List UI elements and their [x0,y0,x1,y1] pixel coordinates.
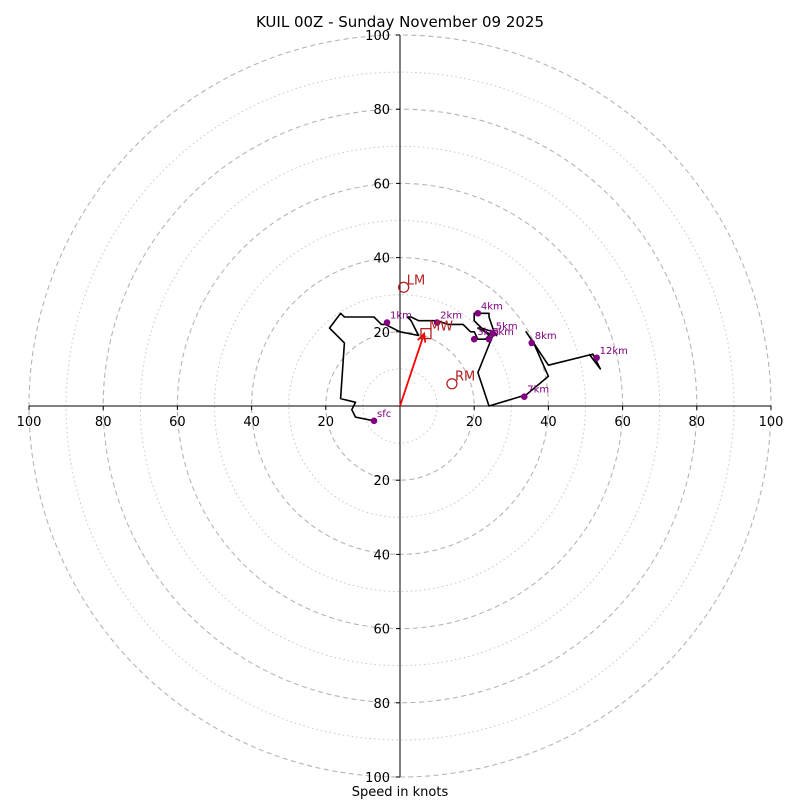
height-point-7km [520,393,528,401]
x-tick-label: 100 [759,415,784,430]
storm-marker-mw [420,328,432,340]
height-point-12km [593,354,600,362]
y-tick-label: 100 [365,771,390,786]
x-tick-label: 60 [169,415,186,430]
height-point-3km [470,335,478,343]
height-point-4km [474,309,482,317]
height-label-1km: 1km [390,311,412,322]
x-tick-label: 20 [466,415,483,430]
height-label-4km: 4km [481,301,503,312]
x-tick-label: 100 [17,415,42,430]
y-tick-label: 20 [373,474,390,489]
y-tick-label: 40 [373,252,390,267]
height-label-7km: 7km [527,385,549,396]
height-point-sfc [370,417,378,425]
storm-marker-rm [446,378,458,390]
y-tick-label: 80 [373,103,390,118]
x-tick-label: 40 [243,415,260,430]
y-tick-label: 60 [373,623,390,638]
x-tick-label: 60 [614,415,631,430]
height-point-1km [383,319,391,326]
y-tick-label: 80 [373,697,390,712]
height-point-2km [433,319,441,326]
height-point-8km [528,339,536,347]
height-label-6km: 6km [492,327,514,338]
tick-labels: 100 100 80 80 60 60 40 40 20 20 20 20 40 40 60 60 80 80 10… [17,29,784,786]
height-label-3km: 3km [477,327,499,338]
mean-wind-vector-group [399,331,427,407]
height-label-12km: 12km [600,346,628,357]
height-point-6km [485,335,493,343]
storm-label-mw: MW [429,320,453,335]
y-tick-label: 20 [373,326,390,341]
x-axis-label: Speed in knots [352,785,449,800]
height-point-5km [489,330,497,337]
x-tick-label: 40 [540,415,557,430]
y-tick-label: 60 [373,177,390,192]
height-label-5km: 5km [496,322,518,333]
storm-marker-lm [398,281,410,293]
storm-label-rm: RM [455,370,475,385]
x-tick-label: 80 [689,415,706,430]
x-tick-label: 80 [95,415,112,430]
y-tick-label: 100 [365,29,390,44]
storm-label-lm: LM [407,273,425,288]
storm-motion-markers: LM RM MW [398,273,475,390]
height-label-8km: 8km [535,331,557,342]
height-label-2km: 2km [440,311,462,322]
chart-title: KUIL 00Z - Sunday November 09 2025 [256,13,544,31]
mean-wind-arrowhead [417,331,427,343]
mean-wind-vector [399,333,425,407]
height-label-sfc: sfc [377,409,391,420]
hodograph-trace [328,312,602,422]
x-tick-label: 20 [318,415,335,430]
hodograph-line [328,312,602,422]
y-tick-label: 40 [373,548,390,563]
